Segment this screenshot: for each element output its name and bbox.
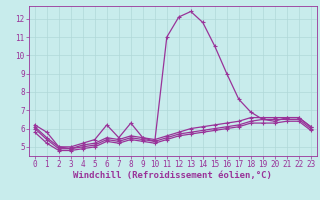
X-axis label: Windchill (Refroidissement éolien,°C): Windchill (Refroidissement éolien,°C)	[73, 171, 272, 180]
